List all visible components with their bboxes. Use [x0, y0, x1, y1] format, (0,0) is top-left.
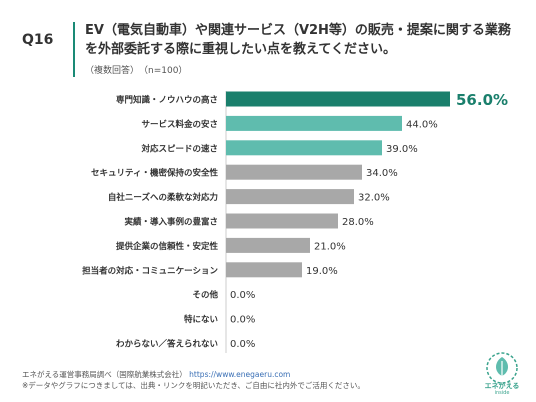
value-label: 19.0%: [306, 266, 338, 277]
value-label: 0.0%: [230, 339, 255, 350]
bar: [226, 213, 338, 229]
category-label: 対応スピードの速さ: [140, 143, 218, 154]
logo-text: エネがえる: [484, 382, 520, 390]
category-label: 専門知識・ノウハウの高さ: [116, 95, 218, 106]
bar: [226, 262, 302, 278]
bar: [226, 237, 310, 253]
bar: [226, 189, 354, 205]
category-label: その他: [192, 290, 218, 301]
value-label: 39.0%: [386, 144, 418, 155]
category-label: 自社ニーズへの柔軟な対応力: [108, 192, 218, 203]
question-number: Q16: [22, 32, 54, 48]
value-label: 21.0%: [314, 241, 346, 252]
footer-source: エネがえる運営事務局調べ（国際航業株式会社） https://www.enega…: [22, 369, 365, 380]
enegaeru-logo-icon: [486, 352, 518, 384]
category-label: 実績・導入事例の豊富さ: [124, 217, 218, 228]
bar: [226, 115, 402, 131]
category-label: わからない／答えられない: [116, 339, 218, 350]
value-label: 32.0%: [358, 193, 390, 204]
bar: [226, 91, 450, 107]
value-label: 34.0%: [366, 168, 398, 179]
footer-note: ※データやグラフにつきましては、出典・リンクを明記いただき、ご自由に社内外でご活…: [22, 381, 365, 390]
title-line-2: を外部委託する際に重視したい点を教えてください。: [85, 42, 396, 57]
category-label: 提供企業の信頼性・安定性: [116, 241, 219, 252]
logo-subtext: inside: [494, 390, 510, 396]
category-label: セキュリティ・機密保持の安全性: [91, 168, 218, 179]
chart-title: EV（電気自動車）や関連サービス（V2H等）の販売・提案に関する業務 を外部委託…: [85, 21, 525, 59]
chart-subtitle: （複数回答） （n=100）: [85, 66, 188, 76]
bar: [226, 140, 382, 156]
bar: [226, 164, 362, 180]
category-label: 担当者の対応・コミュニケーション: [82, 265, 218, 276]
footer: エネがえる運営事務局調べ（国際航業株式会社） https://www.enega…: [22, 369, 365, 391]
value-label: 0.0%: [230, 315, 255, 326]
value-label: 28.0%: [342, 217, 374, 228]
title-line-1: EV（電気自動車）や関連サービス（V2H等）の販売・提案に関する業務: [85, 23, 511, 38]
footer-source-text: エネがえる運営事務局調べ（国際航業株式会社）: [22, 370, 187, 379]
value-label: 44.0%: [406, 119, 438, 130]
category-label: 特にない: [184, 314, 218, 325]
value-label: 0.0%: [230, 290, 255, 301]
title-accent-line: [73, 22, 75, 77]
footer-source-link[interactable]: https://www.enegaeru.com: [189, 370, 291, 379]
value-label: 56.0%: [456, 91, 508, 109]
category-label: サービス料金の安さ: [141, 119, 218, 130]
